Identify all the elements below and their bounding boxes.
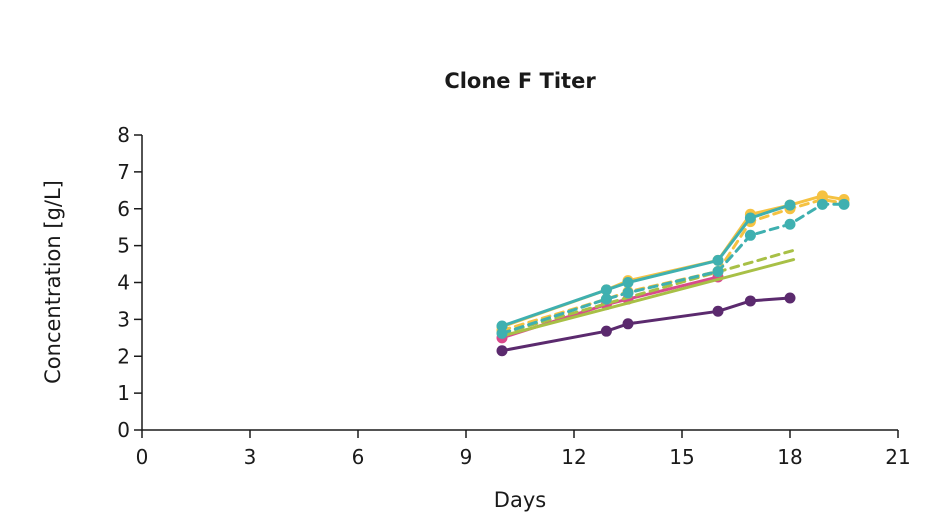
data-point xyxy=(784,218,796,230)
x-tick-label: 21 xyxy=(885,445,910,469)
data-point xyxy=(496,345,508,357)
series-line xyxy=(500,247,799,335)
series-layer xyxy=(496,190,850,357)
series-2 xyxy=(500,258,796,338)
y-axis-label: Concentration [g/L] xyxy=(41,180,65,384)
series-7 xyxy=(496,198,850,339)
data-point xyxy=(712,265,724,277)
series-5 xyxy=(496,194,850,336)
series-line xyxy=(500,258,796,338)
x-tick-label: 12 xyxy=(561,445,586,469)
y-tick-label: 6 xyxy=(117,197,130,221)
data-point xyxy=(622,277,634,288)
series-line xyxy=(500,198,846,332)
data-point xyxy=(496,327,508,339)
series-line xyxy=(500,296,792,353)
y-tick-label: 8 xyxy=(117,123,130,147)
y-tick-label: 2 xyxy=(117,344,130,368)
data-point xyxy=(838,198,850,210)
x-tick-label: 18 xyxy=(777,445,802,469)
data-point xyxy=(600,284,612,296)
data-point xyxy=(744,229,756,241)
data-point xyxy=(622,287,634,299)
data-point xyxy=(816,198,828,210)
data-point xyxy=(600,325,612,337)
series-3 xyxy=(500,247,799,335)
y-tick-label: 0 xyxy=(117,418,130,442)
y-tick-label: 3 xyxy=(117,307,130,331)
data-point xyxy=(712,305,724,317)
data-point xyxy=(622,318,634,330)
y-tick-label: 7 xyxy=(117,160,130,184)
x-tick-label: 0 xyxy=(136,445,149,469)
series-6 xyxy=(496,199,796,332)
x-tick-label: 3 xyxy=(244,445,257,469)
axes xyxy=(141,135,898,431)
x-tick-label: 15 xyxy=(669,445,694,469)
x-axis-label: Days xyxy=(494,488,546,512)
x-tick-label: 6 xyxy=(352,445,365,469)
chart-title: Clone F Titer xyxy=(444,69,596,93)
series-line xyxy=(500,203,792,328)
data-point xyxy=(744,295,756,307)
y-tick-label: 4 xyxy=(117,271,130,295)
data-point xyxy=(784,292,796,304)
y-tick-label: 5 xyxy=(117,234,130,258)
data-point xyxy=(600,293,612,305)
series-0 xyxy=(496,292,796,357)
data-point xyxy=(784,199,796,211)
data-point xyxy=(712,254,724,266)
x-tick-label: 9 xyxy=(460,445,473,469)
y-tick-label: 1 xyxy=(117,381,130,405)
data-point xyxy=(744,212,756,224)
